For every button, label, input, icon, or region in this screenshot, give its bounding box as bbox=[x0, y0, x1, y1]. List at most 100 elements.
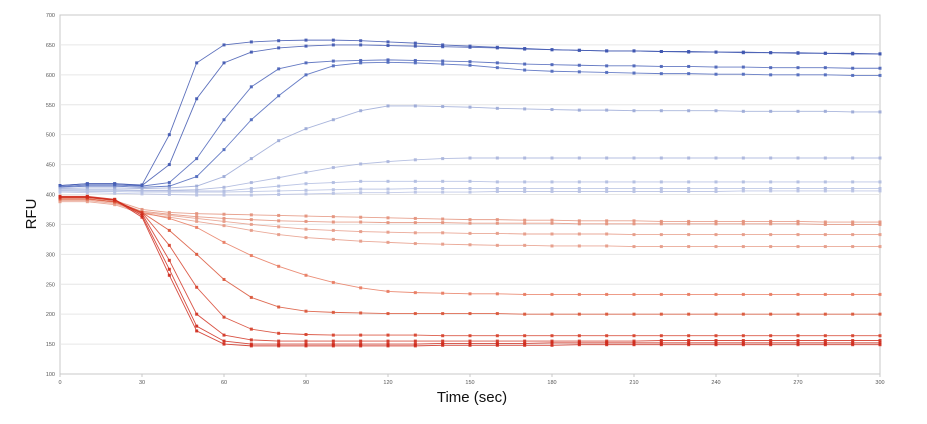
data-point bbox=[523, 339, 527, 343]
data-point bbox=[878, 180, 882, 184]
data-point bbox=[413, 344, 417, 348]
data-point bbox=[85, 200, 89, 204]
y-tick-label: 550 bbox=[46, 103, 55, 109]
data-point bbox=[659, 222, 663, 226]
data-point bbox=[167, 133, 171, 137]
data-point bbox=[304, 309, 308, 313]
data-point bbox=[823, 292, 827, 296]
data-point bbox=[167, 243, 171, 247]
data-point bbox=[58, 200, 62, 204]
data-point bbox=[550, 292, 554, 296]
data-point bbox=[714, 343, 718, 347]
data-point bbox=[605, 312, 609, 316]
data-point bbox=[796, 109, 800, 113]
data-point bbox=[468, 243, 472, 247]
data-point bbox=[687, 187, 691, 191]
data-point bbox=[167, 193, 171, 196]
data-point bbox=[823, 189, 827, 193]
data-point bbox=[277, 264, 281, 268]
data-point bbox=[304, 342, 308, 346]
data-point bbox=[331, 59, 335, 63]
data-point bbox=[468, 343, 472, 347]
data-point bbox=[523, 341, 527, 345]
data-point bbox=[304, 188, 308, 192]
data-point bbox=[769, 334, 773, 338]
data-point bbox=[523, 221, 527, 225]
data-point bbox=[659, 219, 663, 223]
data-point bbox=[632, 312, 636, 316]
data-point bbox=[249, 222, 253, 226]
data-point bbox=[331, 38, 335, 42]
data-point bbox=[769, 222, 773, 226]
data-point bbox=[468, 339, 472, 343]
data-point bbox=[359, 215, 363, 219]
data-point bbox=[304, 38, 308, 42]
data-point bbox=[632, 71, 636, 75]
data-point bbox=[714, 341, 718, 345]
data-point bbox=[495, 187, 499, 191]
data-point bbox=[331, 228, 335, 232]
data-point bbox=[195, 61, 199, 65]
data-point bbox=[468, 105, 472, 109]
data-point bbox=[878, 338, 882, 342]
data-point bbox=[550, 187, 554, 191]
data-point bbox=[851, 180, 855, 184]
data-point bbox=[523, 47, 527, 51]
data-point bbox=[413, 179, 417, 183]
data-point bbox=[222, 216, 226, 220]
data-point bbox=[659, 292, 663, 296]
y-tick-label: 150 bbox=[46, 342, 55, 348]
data-point bbox=[605, 339, 609, 343]
data-point bbox=[331, 118, 335, 122]
data-point bbox=[550, 156, 554, 160]
data-point bbox=[577, 334, 581, 338]
x-tick-label: 120 bbox=[383, 380, 392, 386]
data-point bbox=[659, 180, 663, 184]
data-point bbox=[605, 232, 609, 236]
data-point bbox=[851, 51, 855, 55]
data-point bbox=[331, 310, 335, 314]
data-point bbox=[277, 213, 281, 217]
data-point bbox=[687, 292, 691, 296]
data-point bbox=[468, 231, 472, 235]
data-point bbox=[222, 240, 226, 244]
data-point bbox=[277, 342, 281, 346]
data-point bbox=[441, 242, 445, 246]
data-point bbox=[659, 338, 663, 342]
data-point bbox=[386, 333, 390, 337]
data-point bbox=[304, 182, 308, 186]
data-point bbox=[714, 334, 718, 338]
data-point bbox=[796, 233, 800, 237]
data-point bbox=[741, 292, 745, 296]
series-3 bbox=[58, 58, 882, 189]
data-point bbox=[796, 292, 800, 296]
data-point bbox=[632, 334, 636, 338]
data-point bbox=[140, 207, 144, 211]
data-point bbox=[823, 187, 827, 191]
data-point bbox=[605, 190, 609, 194]
data-point bbox=[632, 190, 636, 194]
data-point bbox=[441, 179, 445, 183]
data-point bbox=[85, 184, 89, 188]
data-point bbox=[523, 292, 527, 296]
data-point bbox=[632, 341, 636, 345]
data-point bbox=[769, 245, 773, 249]
series-13 bbox=[58, 200, 882, 249]
data-point bbox=[687, 156, 691, 160]
data-point bbox=[550, 341, 554, 345]
data-point bbox=[714, 180, 718, 184]
series-19 bbox=[58, 195, 882, 348]
data-point bbox=[523, 62, 527, 66]
data-point bbox=[687, 49, 691, 53]
data-point bbox=[769, 343, 773, 347]
data-point bbox=[495, 46, 499, 50]
data-point bbox=[195, 329, 199, 333]
data-point bbox=[796, 341, 800, 345]
data-point bbox=[249, 40, 253, 44]
data-point bbox=[359, 179, 363, 183]
data-point bbox=[659, 190, 663, 194]
data-point bbox=[495, 66, 499, 70]
data-point bbox=[495, 343, 499, 347]
y-tick-label: 700 bbox=[46, 13, 55, 19]
data-point bbox=[632, 219, 636, 223]
